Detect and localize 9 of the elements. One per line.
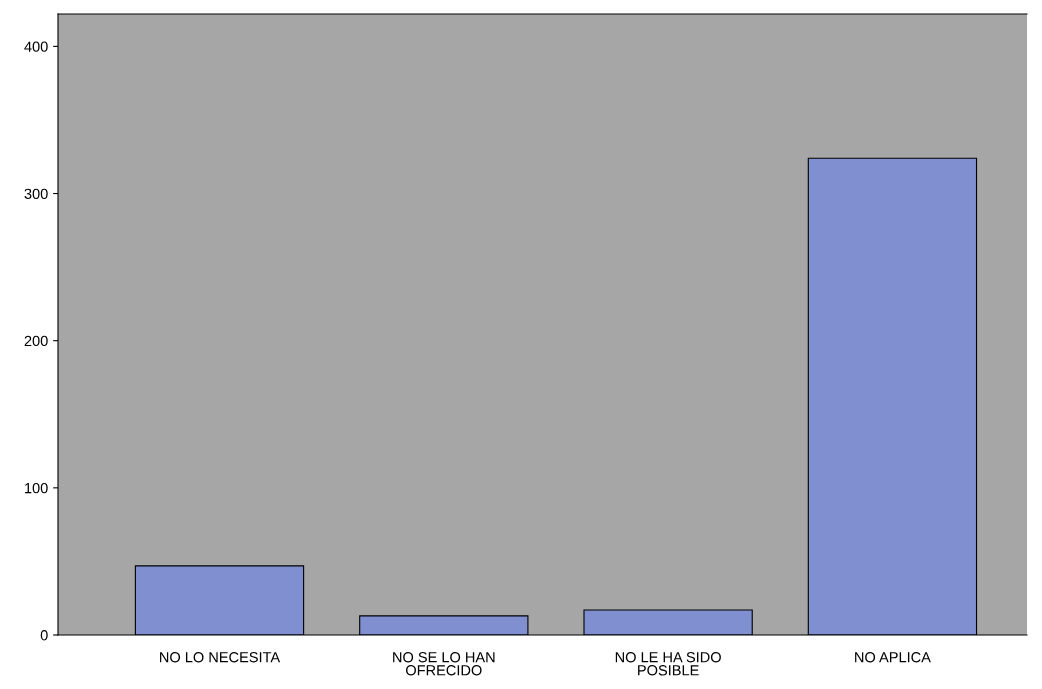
y-tick-label: 300 (24, 188, 48, 199)
x-tick-label: NO LO NECESITA (160, 652, 281, 663)
x-tick-label: NO LE HA SIDO POSIBLE (615, 652, 721, 676)
y-tick-label: 400 (24, 41, 48, 52)
x-tick-label: NO SE LO HAN OFRECIDO (393, 652, 495, 676)
y-tick-label: 200 (24, 335, 48, 347)
x-tick-label: NO APLICA (855, 652, 931, 663)
y-tick-label: 100 (25, 482, 48, 494)
y-tick-label: 0 (40, 630, 48, 641)
